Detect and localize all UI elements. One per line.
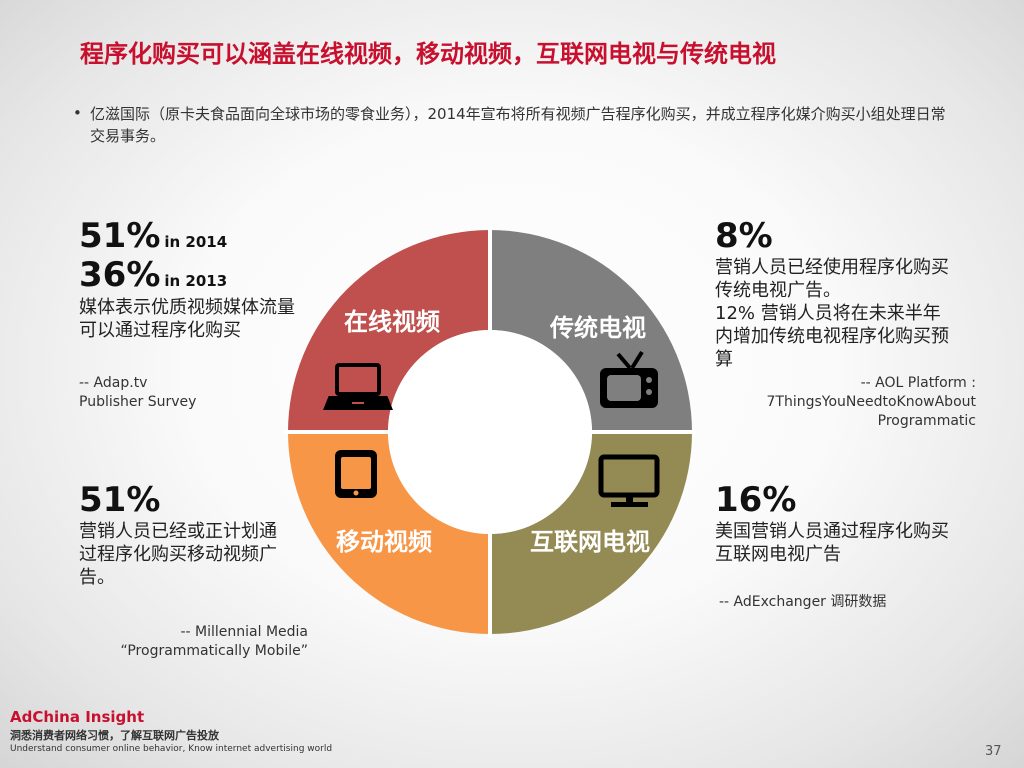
laptop-icon [323,363,393,410]
donut-hole [388,330,592,534]
tv-icon [600,350,658,408]
stat-internet-tv: 16% [715,480,797,520]
desc-traditional-tv: 营销人员已经使用程序化购买 传统电视广告。 12% 营销人员将在未来半年 内增加… [715,257,949,370]
brand-tagline-en: Understand consumer online behavior, Kno… [10,744,333,754]
segment-label-online-video: 在线视频 [344,308,440,336]
stat-mobile-video: 51% [79,480,161,520]
source-mobile-video: -- Millennial Media “Programmatically Mo… [120,624,308,659]
segment-label-mobile-video: 移动视频 [336,528,432,556]
desc-internet-tv: 美国营销人员通过程序化购买 互联网电视广告 [715,521,949,565]
segment-internet-tv [490,432,692,634]
bullet-text: 亿滋国际（原卡夫食品面向全球市场的零食业务），2014年宣布将所有视频广告程序化… [90,105,946,145]
stat-online-video-2013: 36% in 2013 [79,255,228,295]
segment-label-traditional-tv: 传统电视 [549,314,646,342]
source-traditional-tv: -- AOL Platform : 7ThingsYouNeedtoKnowAb… [766,375,976,429]
source-internet-tv: -- AdExchanger 调研数据 [719,594,887,610]
monitor-icon [598,454,660,507]
bullet-marker: • [73,104,82,122]
source-online-video: -- Adap.tv Publisher Survey [79,375,197,410]
tablet-icon [335,450,377,498]
stat-online-video-2014: 51% in 2014 [79,216,228,256]
slide-title: 程序化购买可以涵盖在线视频，移动视频，互联网电视与传统电视 [80,40,776,68]
brand-tagline-cn: 洞悉消费者网络习惯，了解互联网广告投放 [10,729,219,742]
stat-traditional-tv: 8% [715,216,773,256]
page-number: 37 [985,744,1002,759]
brand-logo: AdChina Insight [10,708,145,726]
desc-mobile-video: 营销人员已经或正计划通 过程序化购买移动视频广 告。 [79,521,277,588]
segment-label-internet-tv: 互联网电视 [530,528,650,556]
desc-online-video: 媒体表示优质视频媒体流量 可以通过程序化购买 [79,297,295,341]
